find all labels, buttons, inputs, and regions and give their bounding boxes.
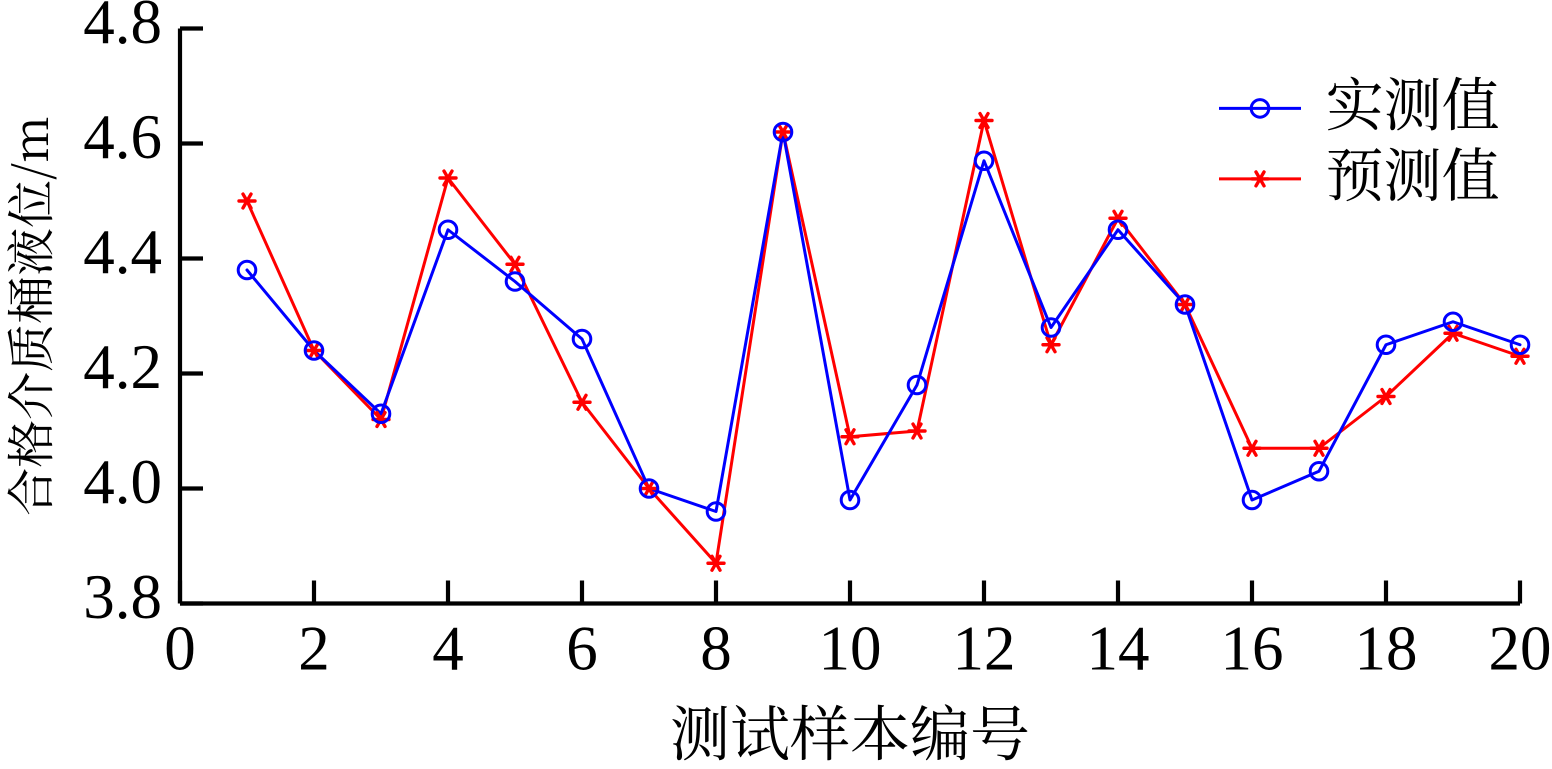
svg-text:4.2: 4.2 (83, 332, 162, 402)
svg-text:6: 6 (566, 613, 598, 683)
svg-text:8: 8 (700, 613, 732, 683)
svg-text:4: 4 (432, 613, 464, 683)
svg-text:14: 14 (1087, 613, 1150, 683)
svg-text:4.8: 4.8 (83, 0, 162, 57)
svg-text:测试样本编号: 测试样本编号 (670, 688, 1030, 765)
svg-text:3.8: 3.8 (83, 562, 162, 632)
svg-text:0: 0 (164, 613, 196, 683)
svg-text:18: 18 (1355, 613, 1418, 683)
svg-text:12: 12 (953, 613, 1016, 683)
svg-text:4.0: 4.0 (83, 447, 162, 517)
svg-text:合格介质桶液位/m: 合格介质桶液位/m (0, 116, 62, 516)
svg-text:16: 16 (1221, 613, 1284, 683)
svg-text:预测值: 预测值 (1326, 129, 1500, 213)
svg-text:10: 10 (819, 613, 882, 683)
svg-text:4.6: 4.6 (83, 102, 162, 172)
svg-text:4.4: 4.4 (83, 217, 162, 287)
svg-text:2: 2 (298, 613, 330, 683)
svg-text:20: 20 (1489, 613, 1552, 683)
